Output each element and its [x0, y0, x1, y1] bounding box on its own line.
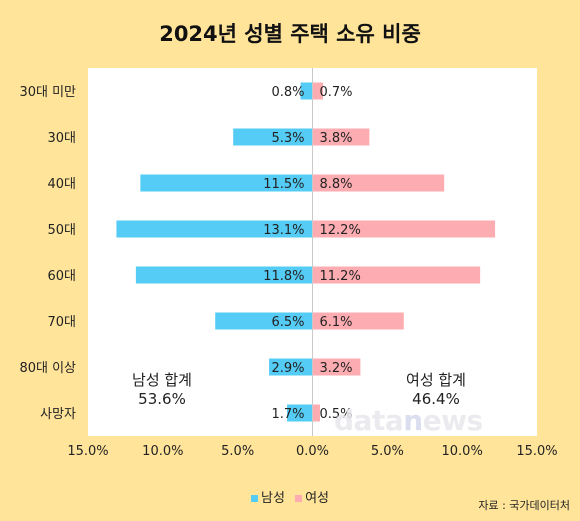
- legend-swatch-female: [295, 495, 303, 502]
- legend: 남성 여성: [0, 487, 580, 506]
- category-label: 50대: [47, 223, 76, 238]
- data-label-female: 3.2%: [320, 361, 353, 376]
- category-label: 70대: [47, 315, 76, 330]
- bar-female: [312, 174, 445, 192]
- data-label-female: 12.2%: [320, 223, 361, 238]
- legend-item-male: 남성: [251, 491, 285, 506]
- x-tick-label: 15.0%: [67, 444, 108, 459]
- x-tick-label: 5.0%: [371, 444, 404, 459]
- data-label-male: 6.5%: [271, 315, 304, 330]
- bar-male: [116, 220, 313, 238]
- category-label: 30대 미만: [19, 85, 76, 100]
- bar-male: [300, 82, 313, 100]
- data-label-female: 3.8%: [320, 131, 353, 146]
- legend-label-female: 여성: [305, 491, 329, 506]
- x-tick-label: 0.0%: [296, 444, 329, 459]
- x-tick-label: 10.0%: [442, 444, 483, 459]
- data-label-female: 6.1%: [320, 315, 353, 330]
- female-total-value: 46.4%: [412, 390, 460, 408]
- data-label-male: 11.8%: [263, 269, 304, 284]
- category-label: 사망자: [40, 407, 76, 422]
- bar-male: [233, 128, 313, 146]
- chart-title: 2024년 성별 주택 소유 비중: [159, 22, 421, 46]
- bar-female: [312, 220, 496, 238]
- data-label-male: 2.9%: [271, 361, 304, 376]
- data-label-female: 0.5%: [320, 407, 353, 422]
- data-label-male: 11.5%: [263, 177, 304, 192]
- category-label: 40대: [47, 177, 76, 192]
- legend-item-female: 여성: [295, 491, 329, 506]
- male-total: 남성 합계 53.6%: [112, 371, 212, 409]
- data-label-male: 0.8%: [271, 85, 304, 100]
- bar-male: [215, 312, 313, 330]
- bar-female: [312, 404, 320, 422]
- legend-label-male: 남성: [261, 491, 285, 506]
- data-label-female: 0.7%: [320, 85, 353, 100]
- x-tick-label: 15.0%: [516, 444, 557, 459]
- male-total-value: 53.6%: [138, 390, 186, 408]
- bar-female: [312, 266, 481, 284]
- category-label: 80대 이상: [19, 361, 76, 376]
- bar-male: [140, 174, 313, 192]
- source-note: 자료 : 국가데이터처: [478, 499, 570, 512]
- data-label-female: 8.8%: [320, 177, 353, 192]
- bar-female: [312, 82, 323, 100]
- female-total-label: 여성 합계: [406, 371, 466, 389]
- bar-female: [312, 128, 370, 146]
- category-label: 60대: [47, 269, 76, 284]
- bar-male: [287, 404, 313, 422]
- bar-female: [312, 358, 361, 376]
- data-label-male: 13.1%: [263, 223, 304, 238]
- male-total-label: 남성 합계: [132, 371, 192, 389]
- bar-male: [135, 266, 313, 284]
- legend-swatch-male: [251, 495, 258, 502]
- x-tick-label: 5.0%: [221, 444, 254, 459]
- bar-female: [312, 312, 404, 330]
- data-label-male: 1.7%: [271, 407, 304, 422]
- bar-male: [269, 358, 313, 376]
- category-label: 30대: [47, 131, 76, 146]
- female-total: 여성 합계 46.4%: [386, 371, 486, 409]
- watermark-logo: datanews: [334, 404, 483, 437]
- data-label-male: 5.3%: [271, 131, 304, 146]
- x-tick-label: 10.0%: [142, 444, 183, 459]
- data-label-female: 11.2%: [320, 269, 361, 284]
